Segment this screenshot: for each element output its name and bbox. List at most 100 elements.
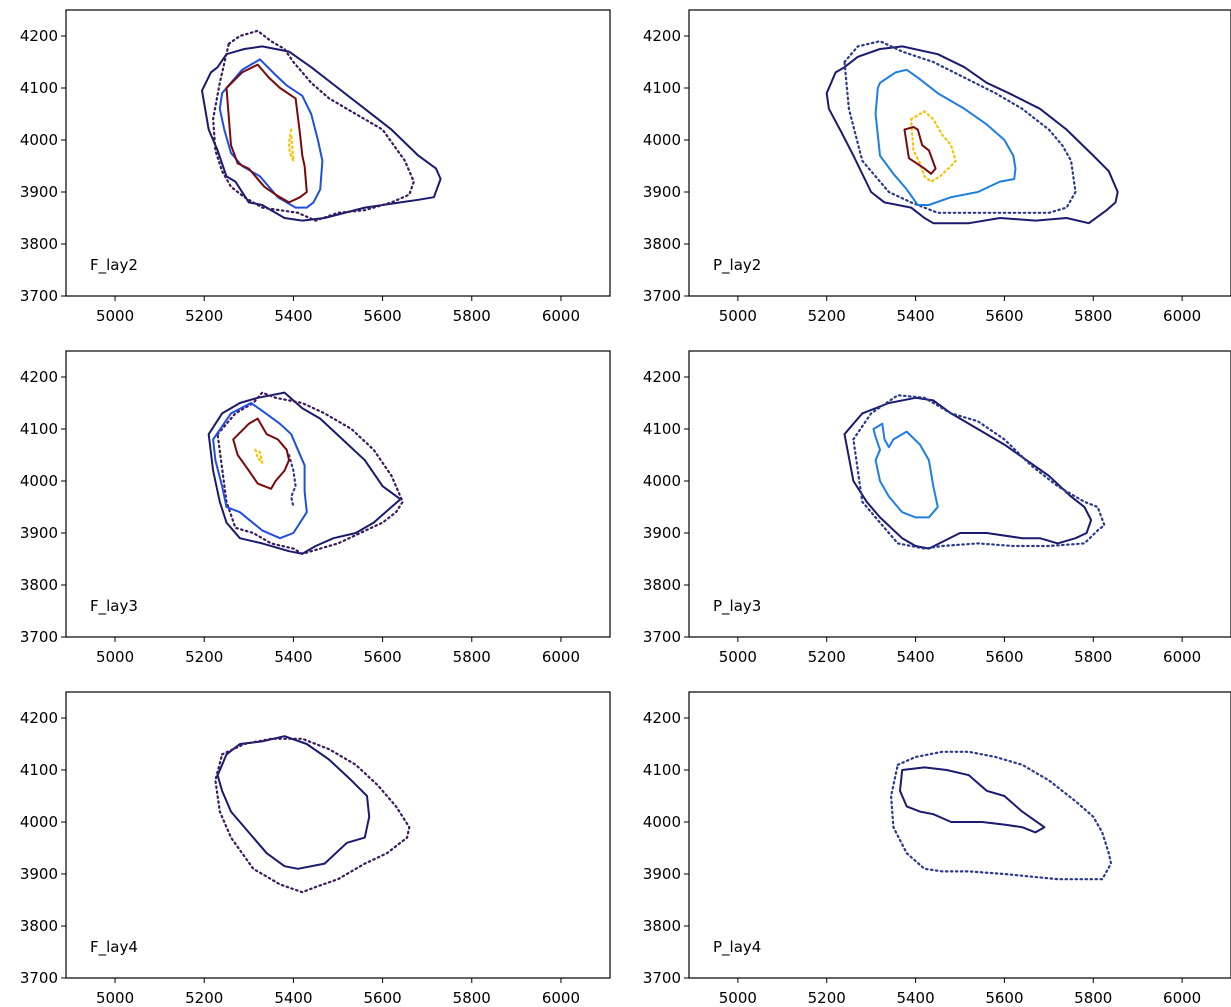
plot-area bbox=[889, 750, 1113, 881]
x-tick-label: 5800 bbox=[453, 307, 491, 325]
axes-frame bbox=[65, 9, 611, 297]
contour-line-4-dotted bbox=[287, 453, 297, 509]
y-tick-label: 4200 bbox=[643, 709, 681, 727]
y-tick-label: 4100 bbox=[20, 761, 58, 779]
contour-line-1-solid bbox=[825, 45, 1119, 225]
panel-label: F_lay3 bbox=[90, 597, 138, 616]
x-tick-label: 5600 bbox=[363, 307, 401, 325]
x-tick-label: 6000 bbox=[1163, 989, 1201, 1007]
y-tick-label: 3700 bbox=[20, 287, 58, 305]
y-tick-label: 4200 bbox=[20, 368, 58, 386]
y-tick-label: 3800 bbox=[643, 917, 681, 935]
contour-line-5-solid bbox=[232, 417, 290, 490]
x-tick-label: 5400 bbox=[896, 307, 934, 325]
y-tick-label: 4200 bbox=[643, 368, 681, 386]
panel-label: P_lay2 bbox=[713, 256, 761, 275]
x-tick-label: 5200 bbox=[185, 307, 223, 325]
y-tick-label: 3700 bbox=[20, 628, 58, 646]
contour-line-6-dotted bbox=[254, 448, 264, 464]
contour-line-1-solid bbox=[207, 391, 402, 555]
panel-p-lay4: 5000 5200 5400 5600 5800 6000 3700 3800 3900 4000… bbox=[643, 691, 1231, 1007]
x-tick-label: 6000 bbox=[542, 989, 580, 1007]
contour-line-4-solid bbox=[225, 63, 308, 204]
y-tick-label: 3900 bbox=[20, 524, 58, 542]
contour-line-3-solid bbox=[218, 58, 324, 209]
y-tick-label: 3900 bbox=[20, 183, 58, 201]
panel-label: F_lay2 bbox=[90, 256, 138, 275]
contour-line-1-solid bbox=[899, 766, 1046, 834]
x-tick-label: 5200 bbox=[808, 648, 846, 666]
x-tick-label: 5800 bbox=[1074, 989, 1112, 1007]
x-tick-label: 5400 bbox=[896, 989, 934, 1007]
y-tick-label: 4000 bbox=[643, 131, 681, 149]
x-tick-label: 5400 bbox=[896, 648, 934, 666]
y-tick-label: 3700 bbox=[20, 969, 58, 987]
x-tick-label: 5800 bbox=[453, 989, 491, 1007]
x-tick-label: 5000 bbox=[719, 989, 757, 1007]
contour-line-2-dotted bbox=[214, 737, 411, 894]
y-tick-label: 3800 bbox=[20, 235, 58, 253]
plot-area bbox=[201, 29, 442, 222]
x-tick-label: 5600 bbox=[363, 648, 401, 666]
axes-frame bbox=[688, 691, 1231, 979]
x-tick-label: 5600 bbox=[363, 989, 401, 1007]
y-tick-label: 4100 bbox=[643, 761, 681, 779]
contour-line-3-solid bbox=[872, 422, 939, 519]
x-tick-label: 5600 bbox=[985, 648, 1023, 666]
y-tick-label: 4200 bbox=[20, 709, 58, 727]
x-tick-label: 5200 bbox=[808, 989, 846, 1007]
y-tick-label: 3900 bbox=[643, 524, 681, 542]
y-tick-label: 3800 bbox=[20, 917, 58, 935]
contour-line-3-solid bbox=[212, 402, 308, 540]
contour-line-1-solid bbox=[201, 45, 442, 222]
contour-line-2-dotted bbox=[852, 394, 1106, 550]
y-tick-label: 4000 bbox=[20, 813, 58, 831]
x-tick-label: 5000 bbox=[96, 648, 134, 666]
y-tick-label: 4100 bbox=[643, 420, 681, 438]
x-tick-label: 5000 bbox=[719, 648, 757, 666]
y-tick-label: 4100 bbox=[643, 79, 681, 97]
x-tick-label: 5200 bbox=[185, 989, 223, 1007]
x-tick-label: 5800 bbox=[1074, 307, 1112, 325]
y-tick-label: 3700 bbox=[643, 628, 681, 646]
axes-frame bbox=[65, 691, 611, 979]
axes-frame bbox=[688, 350, 1231, 638]
contour-line-4-dotted bbox=[909, 110, 957, 183]
y-tick-label: 4200 bbox=[20, 27, 58, 45]
x-tick-label: 5200 bbox=[185, 648, 223, 666]
panel-p-lay3: 5000 5200 5400 5600 5800 6000 3700 3800 3900 4000… bbox=[643, 350, 1231, 666]
axes-frame bbox=[688, 9, 1231, 297]
x-tick-label: 5600 bbox=[985, 989, 1023, 1007]
y-tick-label: 4000 bbox=[20, 472, 58, 490]
y-tick-label: 4000 bbox=[20, 131, 58, 149]
x-tick-label: 6000 bbox=[542, 648, 580, 666]
y-tick-label: 3700 bbox=[643, 287, 681, 305]
x-tick-label: 5000 bbox=[96, 307, 134, 325]
contour-line-2-dotted bbox=[889, 750, 1113, 881]
y-tick-label: 3700 bbox=[643, 969, 681, 987]
plot-area bbox=[214, 735, 411, 894]
contour-line-2-dotted bbox=[212, 29, 415, 222]
x-tick-label: 6000 bbox=[542, 307, 580, 325]
contour-line-3-solid bbox=[874, 68, 1017, 206]
x-tick-label: 6000 bbox=[1163, 307, 1201, 325]
x-tick-label: 5000 bbox=[96, 989, 134, 1007]
x-tick-label: 5600 bbox=[985, 307, 1023, 325]
y-tick-label: 3800 bbox=[643, 235, 681, 253]
contour-line-2-dotted bbox=[843, 40, 1077, 214]
panel-f-lay3: 5000 5200 5400 5600 5800 6000 3700 3800 3900 4000… bbox=[20, 350, 611, 666]
contour-line-5-dotted bbox=[287, 128, 295, 162]
x-tick-label: 5000 bbox=[719, 307, 757, 325]
contour-line-1-solid bbox=[216, 735, 371, 870]
y-tick-label: 3900 bbox=[643, 183, 681, 201]
x-tick-label: 5800 bbox=[453, 648, 491, 666]
y-tick-label: 3800 bbox=[643, 576, 681, 594]
panel-label: P_lay3 bbox=[713, 597, 761, 616]
y-tick-label: 4200 bbox=[643, 27, 681, 45]
axes-frame bbox=[65, 350, 611, 638]
contour-line-1-solid bbox=[843, 396, 1093, 550]
panel-f-lay4: 5000 5200 5400 5600 5800 6000 3700 3800 3900 4000… bbox=[20, 691, 611, 1007]
contour-line-5-solid bbox=[903, 126, 937, 175]
y-tick-label: 4000 bbox=[643, 472, 681, 490]
